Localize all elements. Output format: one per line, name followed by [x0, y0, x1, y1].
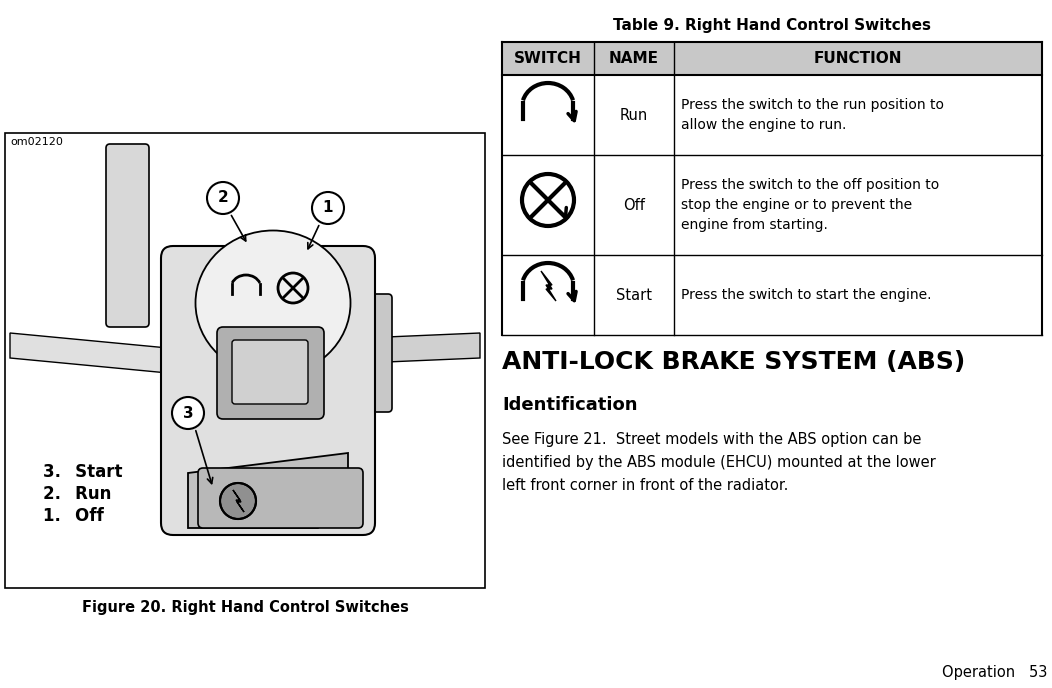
Text: NAME: NAME — [609, 51, 659, 66]
Circle shape — [220, 483, 256, 519]
Text: 1.  Off: 1. Off — [43, 507, 104, 525]
Text: See Figure 21.  Street models with the ABS option can be
identified by the ABS m: See Figure 21. Street models with the AB… — [502, 432, 935, 493]
Text: Table 9. Right Hand Control Switches: Table 9. Right Hand Control Switches — [613, 18, 931, 33]
Polygon shape — [363, 333, 480, 363]
Text: Off: Off — [623, 197, 645, 213]
Text: Press the switch to the run position to
allow the engine to run.: Press the switch to the run position to … — [681, 98, 944, 131]
Ellipse shape — [196, 230, 350, 376]
Circle shape — [312, 192, 344, 224]
Text: Run: Run — [620, 107, 648, 122]
Polygon shape — [11, 333, 168, 373]
Text: 2: 2 — [218, 191, 228, 206]
Text: ANTI-LOCK BRAKE SYSTEM (ABS): ANTI-LOCK BRAKE SYSTEM (ABS) — [502, 350, 966, 374]
Bar — [502, 42, 1041, 75]
Polygon shape — [541, 271, 557, 301]
Text: SWITCH: SWITCH — [514, 51, 582, 66]
Text: 3.  Start: 3. Start — [43, 463, 122, 481]
FancyBboxPatch shape — [161, 246, 375, 535]
FancyBboxPatch shape — [198, 468, 363, 528]
FancyBboxPatch shape — [355, 294, 392, 412]
Bar — [5, 133, 485, 588]
Polygon shape — [232, 490, 244, 512]
FancyBboxPatch shape — [106, 144, 149, 327]
Text: Press the switch to start the engine.: Press the switch to start the engine. — [681, 288, 931, 302]
Circle shape — [207, 182, 239, 214]
FancyBboxPatch shape — [217, 327, 324, 419]
Text: Press the switch to the off position to
stop the engine or to prevent the
engine: Press the switch to the off position to … — [681, 178, 939, 231]
FancyBboxPatch shape — [232, 340, 308, 404]
Text: Identification: Identification — [502, 396, 638, 414]
Text: FUNCTION: FUNCTION — [814, 51, 903, 66]
Polygon shape — [188, 453, 348, 528]
Text: Start: Start — [616, 288, 652, 303]
Text: 3: 3 — [183, 405, 194, 420]
Text: Figure 20. Right Hand Control Switches: Figure 20. Right Hand Control Switches — [82, 600, 408, 615]
Text: 2.  Run: 2. Run — [43, 485, 112, 503]
Circle shape — [171, 397, 204, 429]
Text: Operation   53: Operation 53 — [942, 665, 1047, 680]
Text: om02120: om02120 — [11, 137, 63, 147]
Text: 1: 1 — [323, 200, 333, 215]
